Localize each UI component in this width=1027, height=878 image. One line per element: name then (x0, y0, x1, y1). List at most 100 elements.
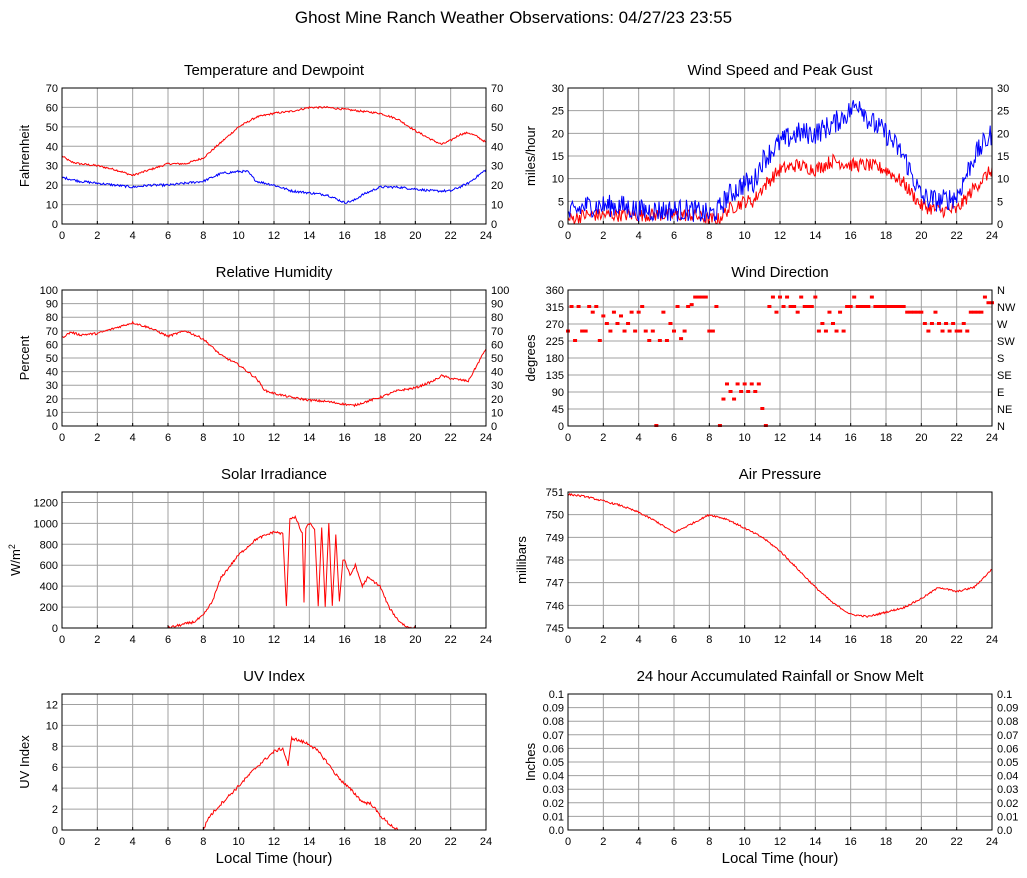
scatter-point (626, 322, 631, 325)
x-tick-label: 4 (130, 230, 136, 242)
x-tick-label: 0 (59, 836, 65, 848)
y-tick-label: 25 (552, 106, 564, 118)
chart-title: Relative Humidity (216, 264, 333, 281)
y-tick-label: 70 (46, 83, 58, 95)
x-tick-label: 8 (200, 634, 206, 646)
right-tick-label: 0 (997, 219, 1003, 231)
x-tick-label: 20 (409, 836, 421, 848)
x-tick-label: 10 (233, 836, 245, 848)
x-tick-label: 14 (303, 432, 315, 444)
x-tick-label: 16 (845, 634, 857, 646)
scatter-point (742, 382, 747, 386)
scatter-point (700, 295, 705, 299)
scatter-point (689, 303, 694, 307)
y-tick-label: 100 (40, 285, 58, 297)
scatter-point (933, 310, 938, 314)
y-tick-label: 0.05 (543, 757, 564, 769)
y-tick-label: 0.09 (543, 703, 564, 715)
scatter-point (619, 314, 623, 318)
scatter-point (891, 305, 896, 308)
right-tick-label: 50 (491, 353, 503, 365)
scatter-point (601, 314, 606, 318)
scatter-point (940, 329, 945, 333)
y-tick-label: 747 (546, 578, 564, 590)
x-tick-label: 12 (774, 634, 786, 646)
scatter-point (587, 305, 592, 308)
y-tick-label: 749 (546, 532, 564, 544)
right-tick-label: 15 (997, 151, 1009, 163)
right-tick-label: 0.08 (997, 716, 1018, 728)
scatter-point (608, 329, 613, 333)
x-tick-label: 10 (739, 432, 751, 444)
right-tick-label: 70 (491, 83, 503, 95)
scatter-point (880, 305, 885, 308)
x-tick-label: 24 (986, 634, 998, 646)
x-tick-label: 12 (774, 230, 786, 242)
scatter-point (785, 295, 790, 299)
right-tick-label: N (997, 285, 1005, 297)
x-tick-label: 22 (951, 230, 963, 242)
scatter-point (809, 305, 814, 308)
y-tick-label: 40 (46, 141, 58, 153)
right-tick-label: 0.07 (997, 730, 1018, 742)
x-tick-label: 0 (59, 634, 65, 646)
right-tick-label: 0 (491, 421, 497, 433)
y-tick-label: 6 (52, 762, 58, 774)
right-tick-label: 100 (491, 285, 509, 297)
x-tick-label: 2 (94, 836, 100, 848)
y-tick-label: 5 (558, 196, 564, 208)
x-tick-label: 4 (636, 432, 642, 444)
scatter-point (954, 329, 959, 333)
right-tick-label: NE (997, 404, 1012, 416)
y-tick-label: 30 (552, 83, 564, 95)
chart-title: UV Index (243, 668, 305, 685)
scatter-point (947, 329, 952, 333)
scatter-point (622, 329, 627, 333)
y-tick-label: 745 (546, 623, 564, 635)
x-tick-label: 4 (130, 432, 136, 444)
x-tick-label: 6 (671, 634, 677, 646)
scatter-point (657, 339, 662, 342)
right-tick-label: 60 (491, 339, 503, 351)
scatter-point (604, 322, 609, 325)
x-tick-label: 12 (774, 432, 786, 444)
scatter-point (693, 295, 698, 299)
x-tick-label: 20 (915, 836, 927, 848)
chart-title: Wind Direction (731, 264, 829, 281)
x-tick-label: 6 (165, 634, 171, 646)
y-tick-label: 20 (46, 394, 58, 406)
right-tick-label: 30 (997, 83, 1009, 95)
right-tick-label: 10 (997, 174, 1009, 186)
right-tick-label: NW (997, 302, 1016, 314)
scatter-point (852, 295, 857, 299)
x-tick-label: 24 (480, 634, 492, 646)
right-tick-label: 50 (491, 122, 503, 134)
y-tick-label: 315 (546, 302, 564, 314)
x-tick-label: 2 (94, 634, 100, 646)
x-tick-label: 18 (880, 432, 892, 444)
scatter-point (682, 329, 687, 333)
x-tick-label: 14 (303, 230, 315, 242)
x-tick-label: 10 (233, 634, 245, 646)
right-tick-label: 20 (491, 394, 503, 406)
y-tick-label: 0.07 (543, 730, 564, 742)
y-tick-label: 750 (546, 510, 564, 522)
scatter-point (746, 390, 751, 393)
scatter-point (664, 339, 669, 342)
y-tick-label: 15 (552, 151, 564, 163)
x-tick-label: 20 (409, 230, 421, 242)
scatter-point (643, 329, 648, 333)
x-tick-label: 8 (200, 230, 206, 242)
scatter-point (929, 322, 934, 325)
scatter-point (675, 305, 680, 308)
series-line (568, 492, 992, 618)
x-tick-label: 24 (480, 432, 492, 444)
x-tick-label: 6 (671, 432, 677, 444)
scatter-point (961, 322, 966, 325)
x-tick-label: 20 (409, 432, 421, 444)
y-axis-label: Fahrenheit (17, 125, 32, 188)
y-tick-label: 90 (46, 299, 58, 311)
y-tick-label: 0 (558, 421, 564, 433)
x-tick-label: 2 (94, 230, 100, 242)
